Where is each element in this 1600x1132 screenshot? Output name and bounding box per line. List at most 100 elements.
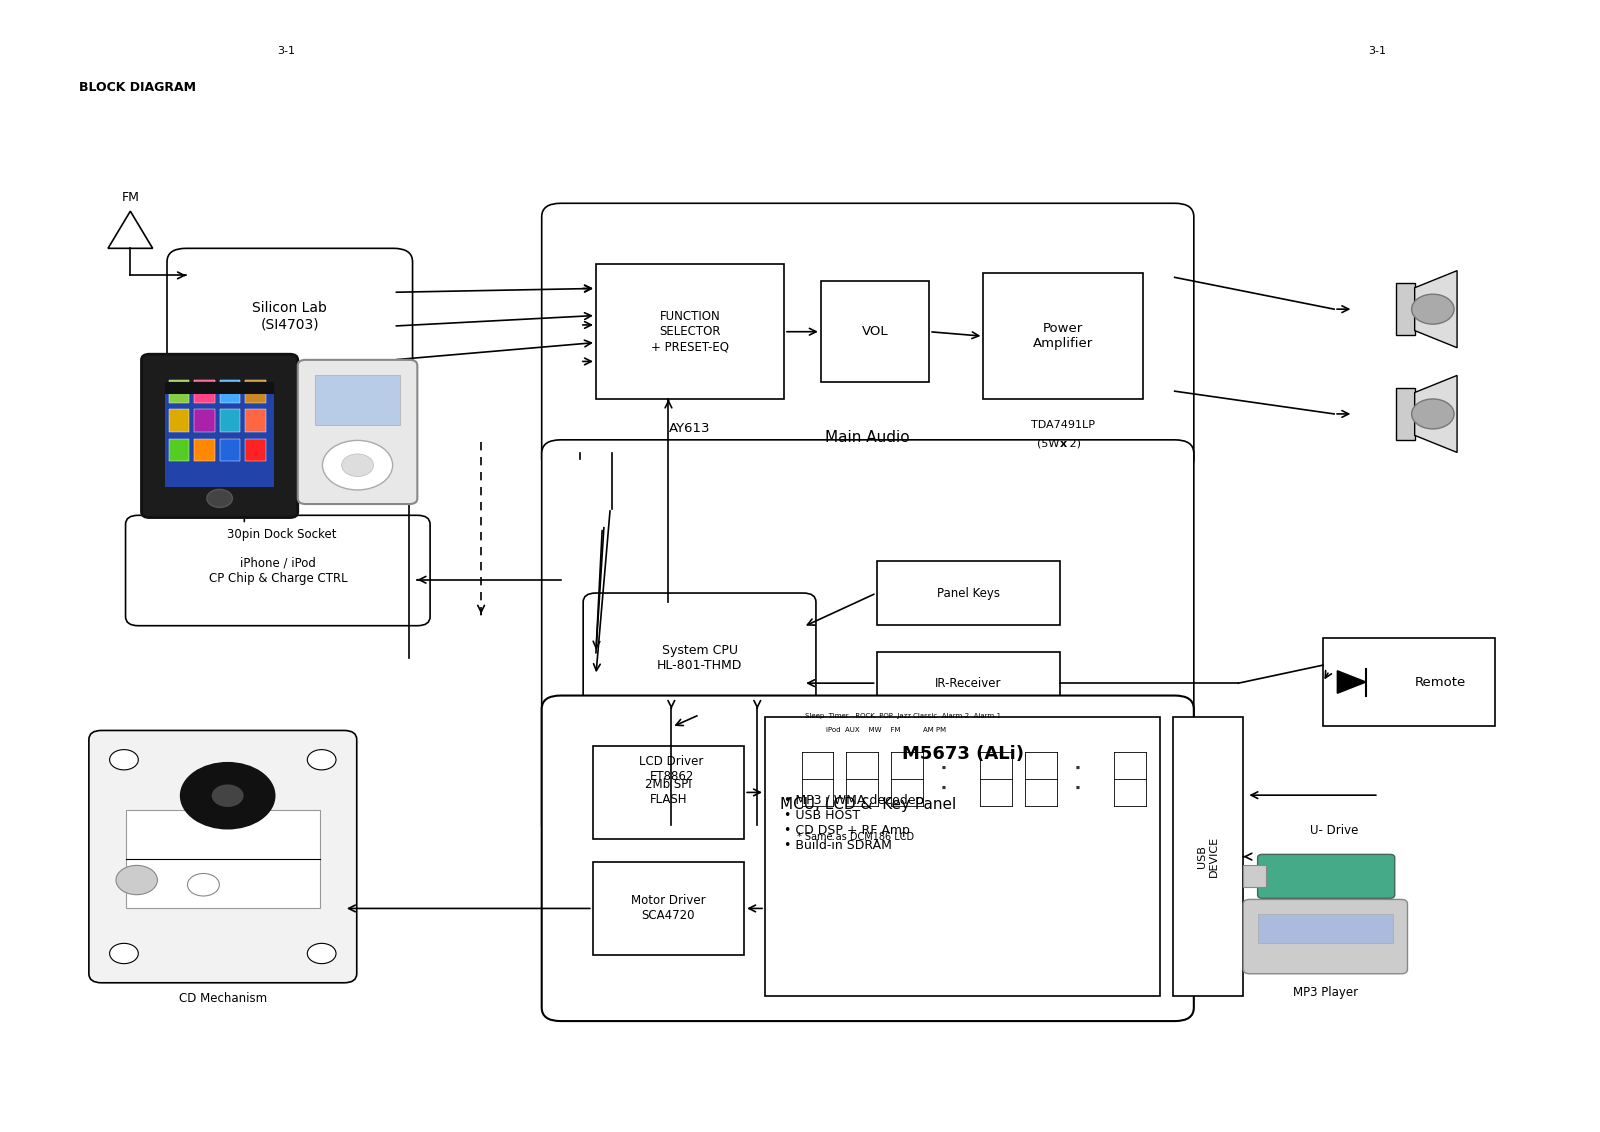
- Text: IR-Receiver: IR-Receiver: [934, 677, 1002, 689]
- Bar: [194, 380, 214, 403]
- Bar: [821, 281, 930, 383]
- Bar: [877, 652, 1059, 714]
- Bar: [1397, 283, 1414, 335]
- Circle shape: [179, 762, 275, 830]
- Text: 30pin Dock Socket: 30pin Dock Socket: [227, 528, 336, 541]
- Polygon shape: [1414, 271, 1458, 348]
- Text: U- Drive: U- Drive: [1310, 824, 1358, 838]
- Text: Panel Keys: Panel Keys: [936, 586, 1000, 600]
- Text: CD Mechanism: CD Mechanism: [179, 992, 267, 1005]
- Circle shape: [110, 943, 138, 963]
- FancyBboxPatch shape: [125, 515, 430, 626]
- Text: 3-1: 3-1: [1368, 46, 1386, 57]
- Text: Main Audio: Main Audio: [826, 430, 910, 446]
- Text: Sleep  Timer   ROCK  POP  Jazz Classic  Alarm-2  Alarm-1: Sleep Timer ROCK POP Jazz Classic Alarm-…: [805, 713, 1002, 719]
- Text: ■: ■: [941, 786, 946, 790]
- Text: 2Mb SPI
FLASH: 2Mb SPI FLASH: [645, 779, 691, 806]
- Polygon shape: [1414, 376, 1458, 453]
- Bar: [1397, 388, 1414, 439]
- Bar: [595, 727, 747, 812]
- Bar: [245, 410, 266, 432]
- Bar: [797, 744, 838, 812]
- Text: FM  Tuner: FM Tuner: [256, 387, 323, 401]
- Text: MP3 Player: MP3 Player: [1293, 986, 1358, 1000]
- Text: M5673 (ALi): M5673 (ALi): [902, 745, 1024, 763]
- FancyBboxPatch shape: [542, 204, 1194, 472]
- Text: VOL: VOL: [862, 325, 888, 338]
- Bar: [165, 383, 274, 487]
- Bar: [1109, 744, 1150, 812]
- Bar: [1258, 914, 1394, 943]
- Text: System CPU
HL-801-THMD: System CPU HL-801-THMD: [658, 644, 742, 672]
- Text: Motor Driver
SCA4720: Motor Driver SCA4720: [630, 894, 706, 923]
- Text: (5W: (5W: [1037, 439, 1062, 448]
- Text: TDA7491LP: TDA7491LP: [1030, 420, 1094, 429]
- FancyBboxPatch shape: [1258, 855, 1395, 899]
- FancyBboxPatch shape: [166, 248, 413, 445]
- Text: 3-1: 3-1: [277, 46, 296, 57]
- Circle shape: [1411, 398, 1454, 429]
- Text: LCD Driver
ET8862: LCD Driver ET8862: [640, 755, 704, 783]
- Bar: [219, 380, 240, 403]
- Text: ■: ■: [1075, 786, 1078, 790]
- Bar: [194, 439, 214, 461]
- Circle shape: [341, 454, 373, 477]
- Text: Power
Amplifier: Power Amplifier: [1034, 323, 1093, 350]
- Bar: [1021, 744, 1061, 812]
- Circle shape: [206, 489, 232, 507]
- Bar: [1173, 717, 1243, 996]
- Bar: [842, 744, 883, 812]
- Bar: [219, 410, 240, 432]
- Bar: [592, 746, 744, 839]
- FancyBboxPatch shape: [90, 730, 357, 983]
- FancyBboxPatch shape: [141, 354, 298, 517]
- Text: • MP3 / WMA decoder
• USB HOST
• CD DSP + RF Amp
• Build-in SDRAM: • MP3 / WMA decoder • USB HOST • CD DSP …: [784, 794, 920, 851]
- Text: MCU, LCD &  Key Panel: MCU, LCD & Key Panel: [779, 797, 955, 812]
- Circle shape: [307, 943, 336, 963]
- FancyBboxPatch shape: [1243, 900, 1408, 974]
- Bar: [168, 439, 189, 461]
- Circle shape: [187, 874, 219, 897]
- FancyBboxPatch shape: [298, 360, 418, 504]
- Polygon shape: [109, 212, 152, 248]
- Text: FM: FM: [122, 191, 139, 204]
- Bar: [168, 380, 189, 403]
- Text: ■: ■: [941, 765, 946, 770]
- Polygon shape: [1338, 671, 1366, 693]
- Circle shape: [323, 440, 392, 490]
- Text: Remote: Remote: [1414, 676, 1466, 688]
- Bar: [168, 410, 189, 432]
- Text: iPhone / iPod
CP Chip & Charge CTRL: iPhone / iPod CP Chip & Charge CTRL: [208, 557, 347, 584]
- Text: USB
DEVICE: USB DEVICE: [1197, 837, 1219, 877]
- Bar: [595, 264, 784, 400]
- FancyBboxPatch shape: [582, 593, 816, 723]
- Bar: [245, 439, 266, 461]
- Text: BLOCK DIAGRAM: BLOCK DIAGRAM: [80, 80, 197, 94]
- Bar: [125, 809, 320, 908]
- Bar: [1323, 638, 1494, 726]
- Bar: [245, 380, 266, 403]
- Circle shape: [115, 865, 157, 894]
- Text: * Same as DCM186 LCD: * Same as DCM186 LCD: [797, 832, 914, 842]
- Text: Silicon Lab
(SI4703): Silicon Lab (SI4703): [253, 301, 328, 331]
- Bar: [194, 410, 214, 432]
- Bar: [877, 561, 1059, 625]
- Text: FUNCTION
SELECTOR
+ PRESET-EQ: FUNCTION SELECTOR + PRESET-EQ: [651, 310, 730, 353]
- Bar: [886, 744, 928, 812]
- Text: iPod  AUX    MW    FM          AM PM: iPod AUX MW FM AM PM: [826, 727, 946, 732]
- FancyBboxPatch shape: [542, 695, 1194, 1021]
- Bar: [984, 273, 1142, 400]
- Bar: [315, 375, 400, 426]
- Text: 2): 2): [1066, 439, 1082, 448]
- Circle shape: [1411, 294, 1454, 324]
- Bar: [976, 744, 1018, 812]
- Text: ■: ■: [1075, 765, 1078, 770]
- Circle shape: [307, 749, 336, 770]
- FancyBboxPatch shape: [542, 440, 1194, 839]
- Circle shape: [110, 749, 138, 770]
- Text: AY613: AY613: [669, 422, 710, 435]
- Bar: [592, 863, 744, 954]
- Bar: [1243, 865, 1266, 887]
- Text: x: x: [1059, 439, 1067, 448]
- Bar: [765, 717, 1160, 996]
